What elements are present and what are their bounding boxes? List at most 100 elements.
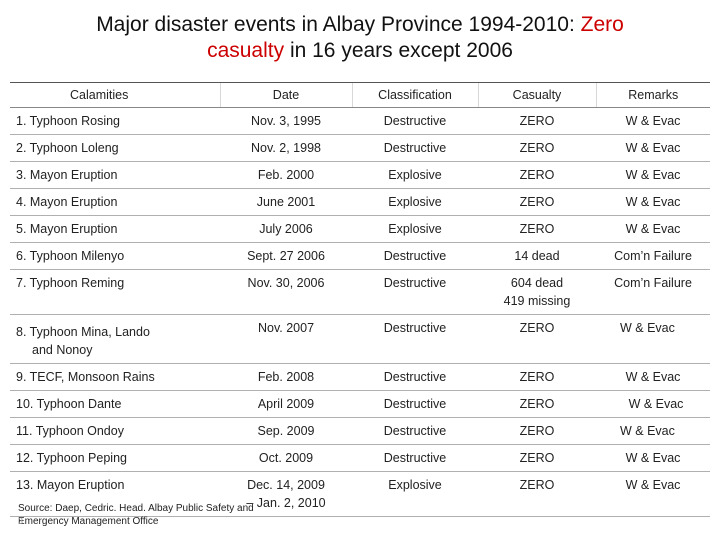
header-casualty: Casualty (477, 82, 596, 108)
cell-remarks: W & Evac (596, 107, 710, 135)
slide-title: Major disaster events in Albay Province … (40, 12, 680, 64)
cell-date: Sep. 2009 (220, 417, 352, 445)
cell-classification: Destructive (352, 242, 478, 270)
cell-classification: Destructive (352, 363, 478, 391)
cell-date: Feb. 2000 (220, 161, 352, 189)
table-header-row: Calamities Date Classification Casualty … (10, 82, 710, 108)
table-row: 3. Mayon Eruption Feb. 2000 Explosive ZE… (10, 161, 710, 189)
cell-date: Nov. 3, 1995 (220, 107, 352, 135)
cell-classification: Explosive (352, 471, 478, 517)
table-row: 7. Typhoon Reming Nov. 30, 2006 Destruct… (10, 269, 710, 315)
cell-date: Nov. 2, 1998 (220, 134, 352, 162)
source-line-2: Emergency Management Office (18, 516, 159, 527)
cell-remarks: W & Evac (596, 390, 710, 418)
cell-date: Sept. 27 2006 (220, 242, 352, 270)
cell-casualty: ZERO (478, 363, 596, 391)
cell-casualty: ZERO (478, 390, 596, 418)
cell-classification: Destructive (352, 134, 478, 162)
cell-casualty: ZERO (478, 107, 596, 135)
cell-calamity: 6. Typhoon Milenyo (10, 242, 220, 270)
cell-remarks: W & Evac (596, 444, 710, 472)
cell-date: Nov. 2007 (220, 314, 352, 364)
cell-date: Oct. 2009 (220, 444, 352, 472)
table-row: 4. Mayon Eruption June 2001 Explosive ZE… (10, 188, 710, 216)
cell-casualty: ZERO (478, 417, 596, 445)
table-row: 10. Typhoon Dante April 2009 Destructive… (10, 390, 710, 418)
cell-date: April 2009 (220, 390, 352, 418)
cell-classification: Destructive (352, 107, 478, 135)
table-row: 13. Mayon Eruption Dec. 14, 2009 – Jan. … (10, 471, 710, 517)
cell-casualty: ZERO (478, 161, 596, 189)
cell-casualty: ZERO (478, 471, 596, 517)
page-number: 3 (18, 516, 24, 526)
cell-classification: Destructive (352, 417, 478, 445)
cell-casualty: 604 dead 419 missing (478, 269, 596, 315)
cell-remarks: W & Evac (596, 363, 710, 391)
cell-classification: Destructive (352, 390, 478, 418)
cell-casualty: ZERO (478, 314, 596, 364)
cell-classification: Destructive (352, 269, 478, 315)
table-row: 6. Typhoon Milenyo Sept. 27 2006 Destruc… (10, 242, 710, 270)
cell-calamity: 8. Typhoon Mina, Lando and Nonoy (10, 314, 220, 364)
cell-remarks: W & Evac (596, 188, 710, 216)
cell-date: July 2006 (220, 215, 352, 243)
title-part-3: in 16 years except 2006 (284, 39, 513, 62)
cell-remarks: W & Evac (596, 417, 710, 445)
cell-classification: Destructive (352, 314, 478, 364)
cell-classification: Explosive (352, 161, 478, 189)
header-calamities: Calamities (10, 82, 220, 108)
cell-calamity: 2. Typhoon Loleng (10, 134, 220, 162)
calamity-line-1: 8. Typhoon Mina, Lando (16, 325, 150, 339)
cell-remarks: Com’n Failure (596, 269, 710, 315)
cell-calamity: 11. Typhoon Ondoy (10, 417, 220, 445)
casualty-dead: 604 dead (510, 276, 564, 290)
table-row: 9. TECF, Monsoon Rains Feb. 2008 Destruc… (10, 363, 710, 391)
cell-casualty: ZERO (478, 444, 596, 472)
cell-calamity: 9. TECF, Monsoon Rains (10, 363, 220, 391)
header-date: Date (219, 82, 352, 108)
header-remarks: Remarks (595, 82, 710, 108)
date-line-2: – Jan. 2, 2010 (246, 496, 326, 510)
date-line-1: Dec. 14, 2009 (247, 478, 325, 492)
cell-date: Feb. 2008 (220, 363, 352, 391)
table-row: 8. Typhoon Mina, Lando and Nonoy Nov. 20… (10, 314, 710, 364)
cell-calamity: 1. Typhoon Rosing (10, 107, 220, 135)
cell-remarks: W & Evac (596, 471, 710, 517)
cell-remarks: Com’n Failure (596, 242, 710, 270)
table-row: 12. Typhoon Peping Oct. 2009 Destructive… (10, 444, 710, 472)
cell-date: Dec. 14, 2009 – Jan. 2, 2010 (220, 471, 352, 517)
title-zero: Zero (580, 13, 624, 36)
cell-casualty: ZERO (478, 134, 596, 162)
cell-calamity: 3. Mayon Eruption (10, 161, 220, 189)
cell-calamity: 7. Typhoon Reming (10, 269, 220, 315)
cell-date: June 2001 (220, 188, 352, 216)
source-note: Source: Daep, Cedric. Head. Albay Public… (18, 502, 318, 528)
title-part-2: casualty (207, 39, 285, 62)
cell-remarks: W & Evac (596, 134, 710, 162)
source-line-1: Source: Daep, Cedric. Head. Albay Public… (18, 503, 254, 514)
cell-calamity: 12. Typhoon Peping (10, 444, 220, 472)
cell-remarks: W & Evac (596, 161, 710, 189)
cell-remarks: W & Evac (596, 314, 710, 364)
disaster-table: Calamities Date Classification Casualty … (10, 82, 710, 517)
table-row: 11. Typhoon Ondoy Sep. 2009 Destructive … (10, 417, 710, 445)
cell-calamity: 5. Mayon Eruption (10, 215, 220, 243)
table-row: 1. Typhoon Rosing Nov. 3, 1995 Destructi… (10, 107, 710, 135)
calamity-line-2: and Nonoy (32, 343, 93, 357)
cell-casualty: ZERO (478, 188, 596, 216)
cell-date: Nov. 30, 2006 (220, 269, 352, 315)
table-row: 2. Typhoon Loleng Nov. 2, 1998 Destructi… (10, 134, 710, 162)
cell-casualty: 14 dead (478, 242, 596, 270)
title-part-1: Major disaster events in Albay Province … (96, 13, 581, 36)
cell-classification: Explosive (352, 215, 478, 243)
table-row: 5. Mayon Eruption July 2006 Explosive ZE… (10, 215, 710, 243)
cell-calamity: 4. Mayon Eruption (10, 188, 220, 216)
cell-classification: Destructive (352, 444, 478, 472)
cell-calamity: 13. Mayon Eruption (10, 471, 220, 517)
cell-calamity: 10. Typhoon Dante (10, 390, 220, 418)
cell-classification: Explosive (352, 188, 478, 216)
cell-casualty: ZERO (478, 215, 596, 243)
header-classification: Classification (351, 82, 478, 108)
cell-remarks: W & Evac (596, 215, 710, 243)
casualty-missing: 419 missing (503, 294, 571, 308)
